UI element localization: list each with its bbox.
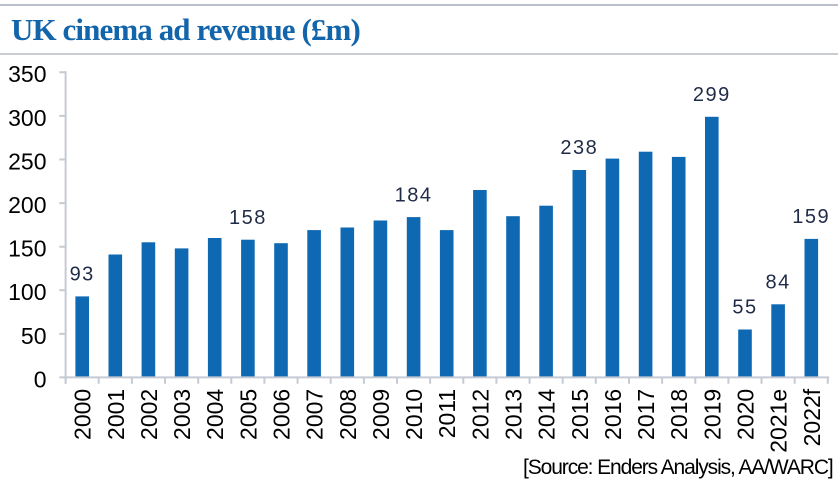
svg-text:250: 250 <box>8 148 46 174</box>
svg-text:2020: 2020 <box>733 389 759 440</box>
svg-text:2007: 2007 <box>302 389 328 440</box>
svg-text:2018: 2018 <box>666 389 692 440</box>
svg-text:350: 350 <box>8 61 46 87</box>
svg-text:299: 299 <box>693 84 731 106</box>
svg-text:2011: 2011 <box>434 389 460 438</box>
svg-text:2022f: 2022f <box>799 388 825 446</box>
svg-text:2017: 2017 <box>633 389 659 440</box>
svg-text:2006: 2006 <box>269 389 295 440</box>
svg-text:0: 0 <box>34 366 47 392</box>
svg-text:50: 50 <box>21 323 47 349</box>
svg-text:2000: 2000 <box>70 389 96 440</box>
svg-text:184: 184 <box>395 184 433 206</box>
svg-text:2015: 2015 <box>567 389 593 440</box>
svg-text:2008: 2008 <box>335 389 361 440</box>
svg-text:238: 238 <box>560 137 598 159</box>
svg-text:55: 55 <box>732 297 757 319</box>
svg-text:2003: 2003 <box>169 389 195 440</box>
svg-text:150: 150 <box>8 236 46 262</box>
svg-text:2009: 2009 <box>368 389 394 440</box>
svg-text:2010: 2010 <box>401 389 427 440</box>
svg-text:2019: 2019 <box>699 389 725 440</box>
svg-text:2001: 2001 <box>103 389 129 440</box>
svg-text:2014: 2014 <box>534 389 560 440</box>
svg-text:2005: 2005 <box>235 389 261 440</box>
svg-text:2012: 2012 <box>467 389 493 440</box>
svg-text:2013: 2013 <box>501 389 527 440</box>
svg-text:2021e: 2021e <box>766 389 792 453</box>
svg-text:158: 158 <box>229 207 267 229</box>
svg-text:159: 159 <box>792 206 830 228</box>
svg-text:200: 200 <box>8 192 46 218</box>
svg-text:84: 84 <box>765 272 790 294</box>
svg-text:2016: 2016 <box>600 389 626 440</box>
svg-text:100: 100 <box>8 279 46 305</box>
svg-text:2002: 2002 <box>136 389 162 440</box>
svg-text:300: 300 <box>8 105 46 131</box>
svg-text:93: 93 <box>70 264 95 286</box>
svg-text:2004: 2004 <box>202 389 228 440</box>
